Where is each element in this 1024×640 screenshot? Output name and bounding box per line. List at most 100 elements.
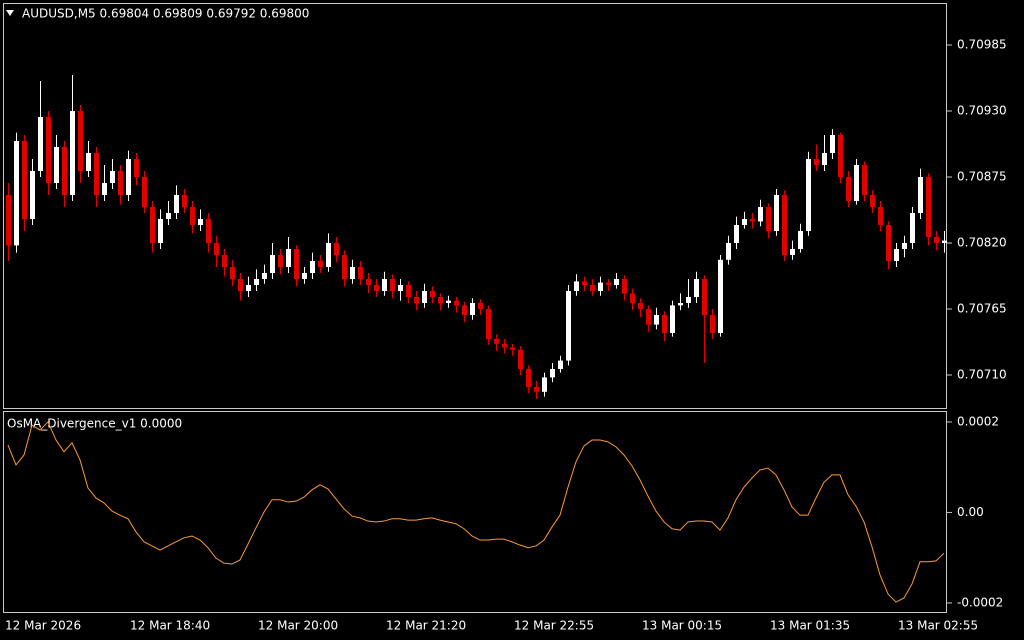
candle-body <box>702 279 707 315</box>
candle-body <box>902 243 907 249</box>
candle-body <box>862 165 867 195</box>
candle-body <box>758 207 763 222</box>
candle-body <box>94 153 99 195</box>
candle-body <box>366 279 371 285</box>
candle-body <box>582 281 587 285</box>
candle-body <box>222 255 227 267</box>
candle-body <box>638 303 643 309</box>
candle-body <box>230 267 235 279</box>
candle-body <box>86 153 91 171</box>
candle-body <box>446 300 451 303</box>
candle-body <box>62 147 67 195</box>
candle-body <box>710 315 715 333</box>
candle-body <box>110 171 115 183</box>
candle-body <box>102 183 107 195</box>
candle-body <box>830 135 835 153</box>
x-tick-label: 12 Mar 21:20 <box>386 619 466 633</box>
x-tick-label: 12 Mar 22:55 <box>514 619 594 633</box>
candle-body <box>798 231 803 249</box>
candle-body <box>382 279 387 291</box>
candle-body <box>286 249 291 267</box>
candle-body <box>806 159 811 231</box>
candle-body <box>518 349 523 369</box>
candle-body <box>718 259 723 333</box>
candle-body <box>310 261 315 273</box>
candle-body <box>790 249 795 255</box>
candle-body <box>814 159 819 165</box>
symbol-menu-arrow[interactable] <box>6 10 14 16</box>
candle-body <box>742 219 747 225</box>
candle-body <box>358 267 363 279</box>
candle-body <box>678 303 683 306</box>
candle-body <box>182 195 187 207</box>
candle-body <box>294 249 299 279</box>
candle-body <box>454 300 459 306</box>
candle-body <box>846 177 851 201</box>
candle-body <box>622 279 627 294</box>
candle-body <box>14 141 19 246</box>
candle-body <box>398 285 403 291</box>
y-tick-label: 0.70820 <box>957 236 1007 250</box>
candle-body <box>822 153 827 165</box>
candle-body <box>150 207 155 243</box>
candle-body <box>342 255 347 279</box>
y-tick-label: 0.70875 <box>957 170 1007 184</box>
candle-body <box>686 297 691 303</box>
candle-body <box>670 305 675 333</box>
candle-body <box>190 207 195 225</box>
y-tick-label: 0.70985 <box>957 38 1007 52</box>
candle-body <box>870 195 875 207</box>
y-tick-label: 0.70930 <box>957 104 1007 118</box>
candle-body <box>270 255 275 273</box>
candle-body <box>262 273 267 279</box>
candle-body <box>654 315 659 325</box>
x-tick-label: 13 Mar 02:55 <box>898 619 978 633</box>
candle-body <box>302 273 307 279</box>
price-pane-border <box>3 3 947 409</box>
y-tick-label: 0.0002 <box>957 414 999 428</box>
candle-body <box>422 291 427 303</box>
candle-body <box>766 207 771 231</box>
candle-body <box>774 195 779 231</box>
candle-body <box>550 369 555 378</box>
candle-body <box>438 297 443 303</box>
candle-body <box>662 315 667 333</box>
indicator-title: OsMA_Divergence_v1 0.0000 <box>7 417 182 431</box>
candle-body <box>70 111 75 195</box>
candle-body <box>606 282 611 285</box>
x-tick-label: 12 Mar 20:00 <box>258 619 338 633</box>
candle-body <box>750 219 755 222</box>
candle-body <box>134 159 139 177</box>
candle-body <box>942 240 947 243</box>
candle-body <box>470 303 475 315</box>
candle-body <box>734 225 739 243</box>
y-tick-label: 0.00 <box>957 505 984 519</box>
y-tick-label: 0.70710 <box>957 368 1007 382</box>
candle-body <box>494 339 499 344</box>
candle-body <box>646 309 651 325</box>
candle-body <box>166 213 171 219</box>
candle-body <box>254 279 259 285</box>
candle-body <box>374 285 379 291</box>
candle-body <box>558 360 563 369</box>
candle-body <box>142 177 147 207</box>
candle-body <box>566 291 571 361</box>
y-tick-label: -0.0002 <box>957 595 1003 609</box>
candle-body <box>30 171 35 219</box>
candle-body <box>590 285 595 291</box>
candle-body <box>22 141 27 219</box>
candle-body <box>118 171 123 195</box>
x-tick-label: 12 Mar 2026 <box>5 619 81 633</box>
candle-body <box>246 285 251 291</box>
candle-body <box>334 243 339 255</box>
y-tick-label: 0.70765 <box>957 302 1007 316</box>
candle-body <box>158 219 163 243</box>
candle-body <box>326 243 331 267</box>
candle-body <box>54 147 59 183</box>
candle-body <box>214 243 219 255</box>
x-tick-label: 13 Mar 01:35 <box>770 619 850 633</box>
candle-body <box>894 249 899 261</box>
candle-body <box>886 225 891 261</box>
